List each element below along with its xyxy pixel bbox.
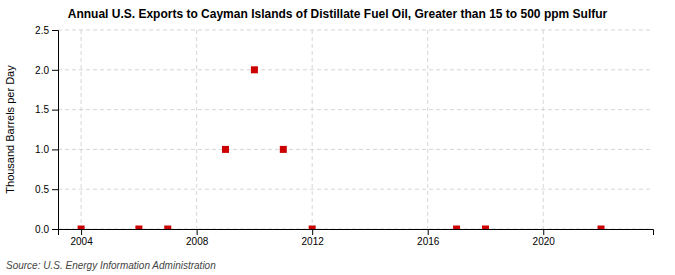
point <box>78 226 85 230</box>
tick-label: 0.5 <box>35 184 49 195</box>
grid-line <box>427 30 428 229</box>
tick-label: 0.0 <box>35 224 49 235</box>
grid-line <box>81 30 82 229</box>
tick-mark <box>52 149 58 150</box>
point <box>482 226 489 230</box>
grid-line <box>58 109 653 110</box>
point <box>135 226 142 230</box>
grid-line <box>58 30 653 31</box>
tick: 2008 <box>186 229 209 247</box>
grid <box>58 30 653 229</box>
point <box>453 226 460 230</box>
tick-mark <box>428 229 429 235</box>
point <box>309 226 316 230</box>
axis-line <box>52 31 59 230</box>
x-axis: 2004 2008 2012 2016 2020 <box>59 229 654 247</box>
grid-line <box>58 149 653 150</box>
point <box>222 146 229 153</box>
grid-line <box>312 30 313 229</box>
tick-label: 2020 <box>533 236 556 247</box>
tick: 2016 <box>417 229 440 247</box>
tick: 2.0 <box>35 65 58 76</box>
y-axis: 0.0 0.5 1.0 1.5 2.0 2.5 <box>35 25 58 235</box>
grid-line <box>196 30 197 229</box>
grid-line <box>58 189 653 190</box>
tick: 2012 <box>302 229 325 247</box>
tick-mark <box>52 189 58 190</box>
tick-mark <box>543 229 544 235</box>
tick: 1.5 <box>35 104 58 115</box>
tick-label: 2012 <box>302 236 325 247</box>
tick-mark <box>52 70 58 71</box>
tick-label: 2.5 <box>35 25 49 36</box>
tick: 2.5 <box>35 25 58 36</box>
tick-mark <box>81 229 82 235</box>
tick: 0.5 <box>35 184 58 195</box>
point <box>251 66 258 73</box>
tick: 2004 <box>70 229 93 247</box>
tick-label: 2016 <box>417 236 440 247</box>
point <box>280 146 287 153</box>
tick-label: 2004 <box>70 236 93 247</box>
tick: 2020 <box>533 229 556 247</box>
tick-label: 1.0 <box>35 144 49 155</box>
grid-line <box>58 69 653 70</box>
tick-mark <box>52 30 58 31</box>
tick-label: 2008 <box>186 236 209 247</box>
chart: 2004 2008 2012 2016 2020 0.0 0.5 1.0 1.5 2.0 2.5 Th… <box>0 0 675 275</box>
tick-mark <box>312 229 313 235</box>
source: Source: U.S. Energy Information Administ… <box>6 260 216 271</box>
y-axis-label: Thousand Barrels per Day <box>4 65 16 194</box>
points <box>78 66 605 229</box>
point <box>598 226 605 230</box>
plot: 2004 2008 2012 2016 2020 0.0 0.5 1.0 1.5 2.0 2.5 <box>35 25 653 247</box>
tick-label: 1.5 <box>35 104 49 115</box>
grid-line <box>543 30 544 229</box>
tick-mark <box>52 229 58 230</box>
tick-mark <box>197 229 198 235</box>
tick-mark <box>52 110 58 111</box>
title: Annual U.S. Exports to Cayman Islands of… <box>68 7 608 21</box>
tick-label: 2.0 <box>35 65 49 76</box>
point <box>164 226 171 230</box>
tick: 1.0 <box>35 144 58 155</box>
axis-line <box>59 230 654 236</box>
tick: 0.0 <box>35 224 58 235</box>
